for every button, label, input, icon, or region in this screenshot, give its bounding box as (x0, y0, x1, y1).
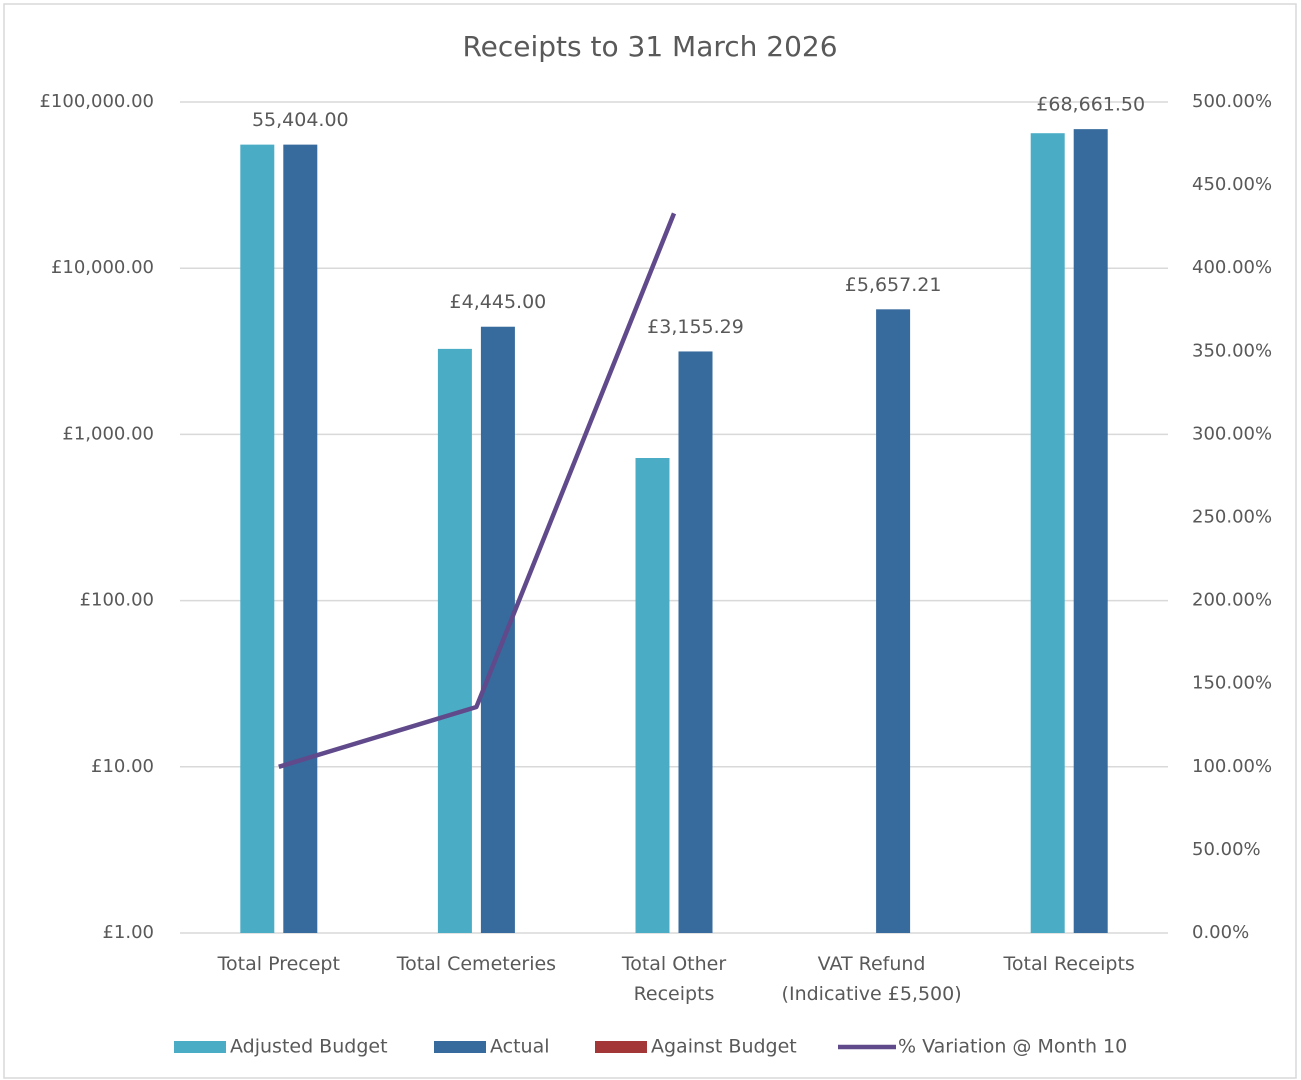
chart-title: Receipts to 31 March 2026 (462, 30, 837, 63)
bar (283, 144, 318, 933)
y2-tick-label: 100.00% (1192, 756, 1272, 777)
y-tick-label: £100.00 (80, 590, 154, 611)
y-tick-label: £100,000.00 (39, 91, 154, 112)
legend-swatch (174, 1041, 226, 1053)
data-label: 55,404.00 (252, 109, 349, 131)
y2-tick-label: 250.00% (1192, 507, 1272, 528)
y-tick-label: £10,000.00 (51, 257, 154, 278)
line-series (278, 212, 677, 769)
data-label: £3,155.29 (647, 316, 744, 338)
y2-tick-label: 0.00% (1192, 922, 1249, 943)
bar (635, 458, 670, 933)
y2-tick-label: 200.00% (1192, 590, 1272, 611)
data-label: £5,657.21 (845, 274, 942, 296)
y-tick-label: £10.00 (91, 756, 154, 777)
y2-tick-label: 400.00% (1192, 257, 1272, 278)
bar (678, 351, 713, 933)
legend-label: Against Budget (651, 1036, 797, 1058)
bar (1073, 129, 1108, 933)
legend-label: Adjusted Budget (230, 1036, 388, 1058)
bar (876, 309, 911, 933)
y2-tick-label: 300.00% (1192, 423, 1272, 444)
y2-tick-label: 450.00% (1192, 174, 1272, 195)
y2-tick-label: 150.00% (1192, 673, 1272, 694)
legend-swatch (434, 1041, 486, 1053)
data-label: £68,661.50 (1036, 94, 1145, 116)
y-tick-label: £1.00 (102, 922, 154, 943)
x-tick-label: Total Cemeteries (396, 953, 557, 975)
x-tick-label: Total Other Receipts (621, 953, 727, 1005)
x-tick-label: Total Receipts (1003, 953, 1135, 975)
y2-tick-label: 350.00% (1192, 340, 1272, 361)
legend-swatch (595, 1041, 647, 1053)
bar (437, 348, 472, 933)
x-tick-label: Total Precept (217, 953, 340, 975)
data-label: £4,445.00 (450, 291, 547, 313)
legend-label: Actual (490, 1036, 550, 1058)
y-tick-label: £1,000.00 (62, 423, 154, 444)
y2-tick-label: 50.00% (1192, 839, 1261, 860)
bar (1030, 133, 1065, 933)
bar (480, 326, 515, 933)
y2-tick-label: 500.00% (1192, 91, 1272, 112)
legend-label: % Variation @ Month 10 (898, 1036, 1127, 1058)
bar (240, 144, 275, 933)
x-tick-label: VAT Refund (Indicative £5,500) (781, 953, 962, 1005)
